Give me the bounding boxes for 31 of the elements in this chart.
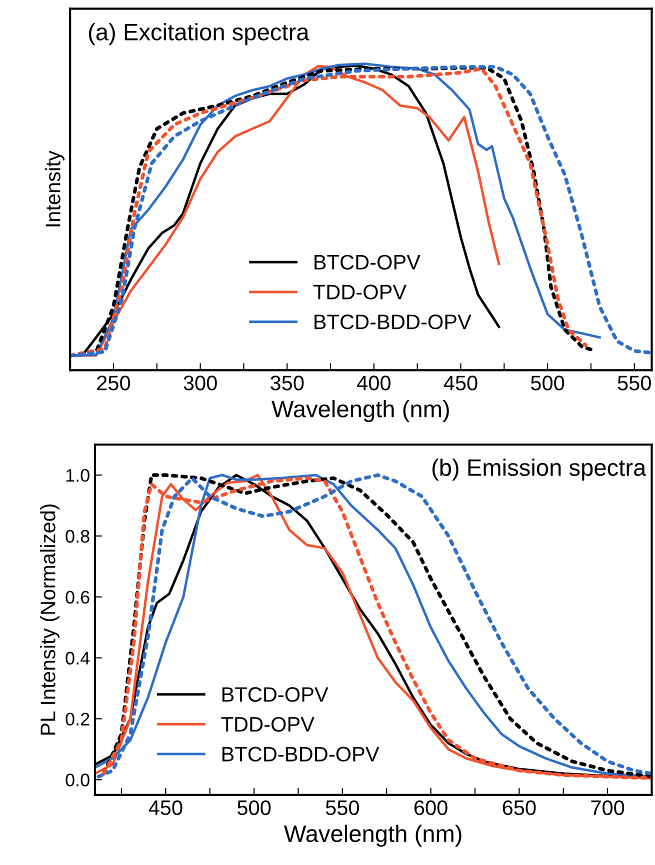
x-tick-label: 500: [531, 376, 564, 390]
x-tick-label: 400: [357, 376, 390, 390]
chart-title: (a) Excitation spectra: [89, 23, 310, 46]
y-tick-label: 1.0: [66, 469, 90, 482]
x-tick-label: 500: [238, 800, 271, 816]
x-tick-label: 650: [502, 800, 536, 816]
y-axis-title: PL Intensity (Normalized): [40, 504, 60, 735]
x-tick-label: 600: [414, 800, 448, 816]
legend-label: BTCD-OPV: [222, 687, 328, 702]
legend-label: TDD-OPV: [221, 716, 314, 732]
x-tick-label: 250: [97, 376, 130, 390]
legend-label: BTCD-BDD-OPV: [314, 314, 472, 330]
x-axis-title: Wavelength (nm): [284, 824, 462, 847]
x-tick-label: 350: [270, 376, 304, 390]
x-tick-label: 450: [148, 800, 182, 816]
y-tick-label: 0.2: [66, 712, 90, 726]
legend-label: BTCD-BDD-OPV: [222, 746, 380, 762]
legend-label: TDD-OPV: [313, 284, 407, 300]
y-tick-label: 0.4: [66, 652, 90, 665]
text: (b) Emission spectra: [432, 458, 646, 481]
y-axis-title: Intensity: [45, 150, 65, 226]
x-axis-title: Wavelength (nm): [272, 400, 449, 422]
y-tick-label: 0.0: [66, 774, 90, 786]
x-tick-label: 550: [618, 376, 651, 390]
y-tick-label: 0.8: [66, 530, 90, 543]
x-tick-label: 300: [184, 376, 217, 390]
x-tick-label: 550: [326, 800, 359, 816]
legend-label: BTCD-OPV: [314, 254, 420, 270]
x-tick-label: 700: [591, 800, 624, 816]
y-tick-label: 0.6: [66, 590, 90, 604]
x-tick-label: 450: [444, 376, 478, 390]
